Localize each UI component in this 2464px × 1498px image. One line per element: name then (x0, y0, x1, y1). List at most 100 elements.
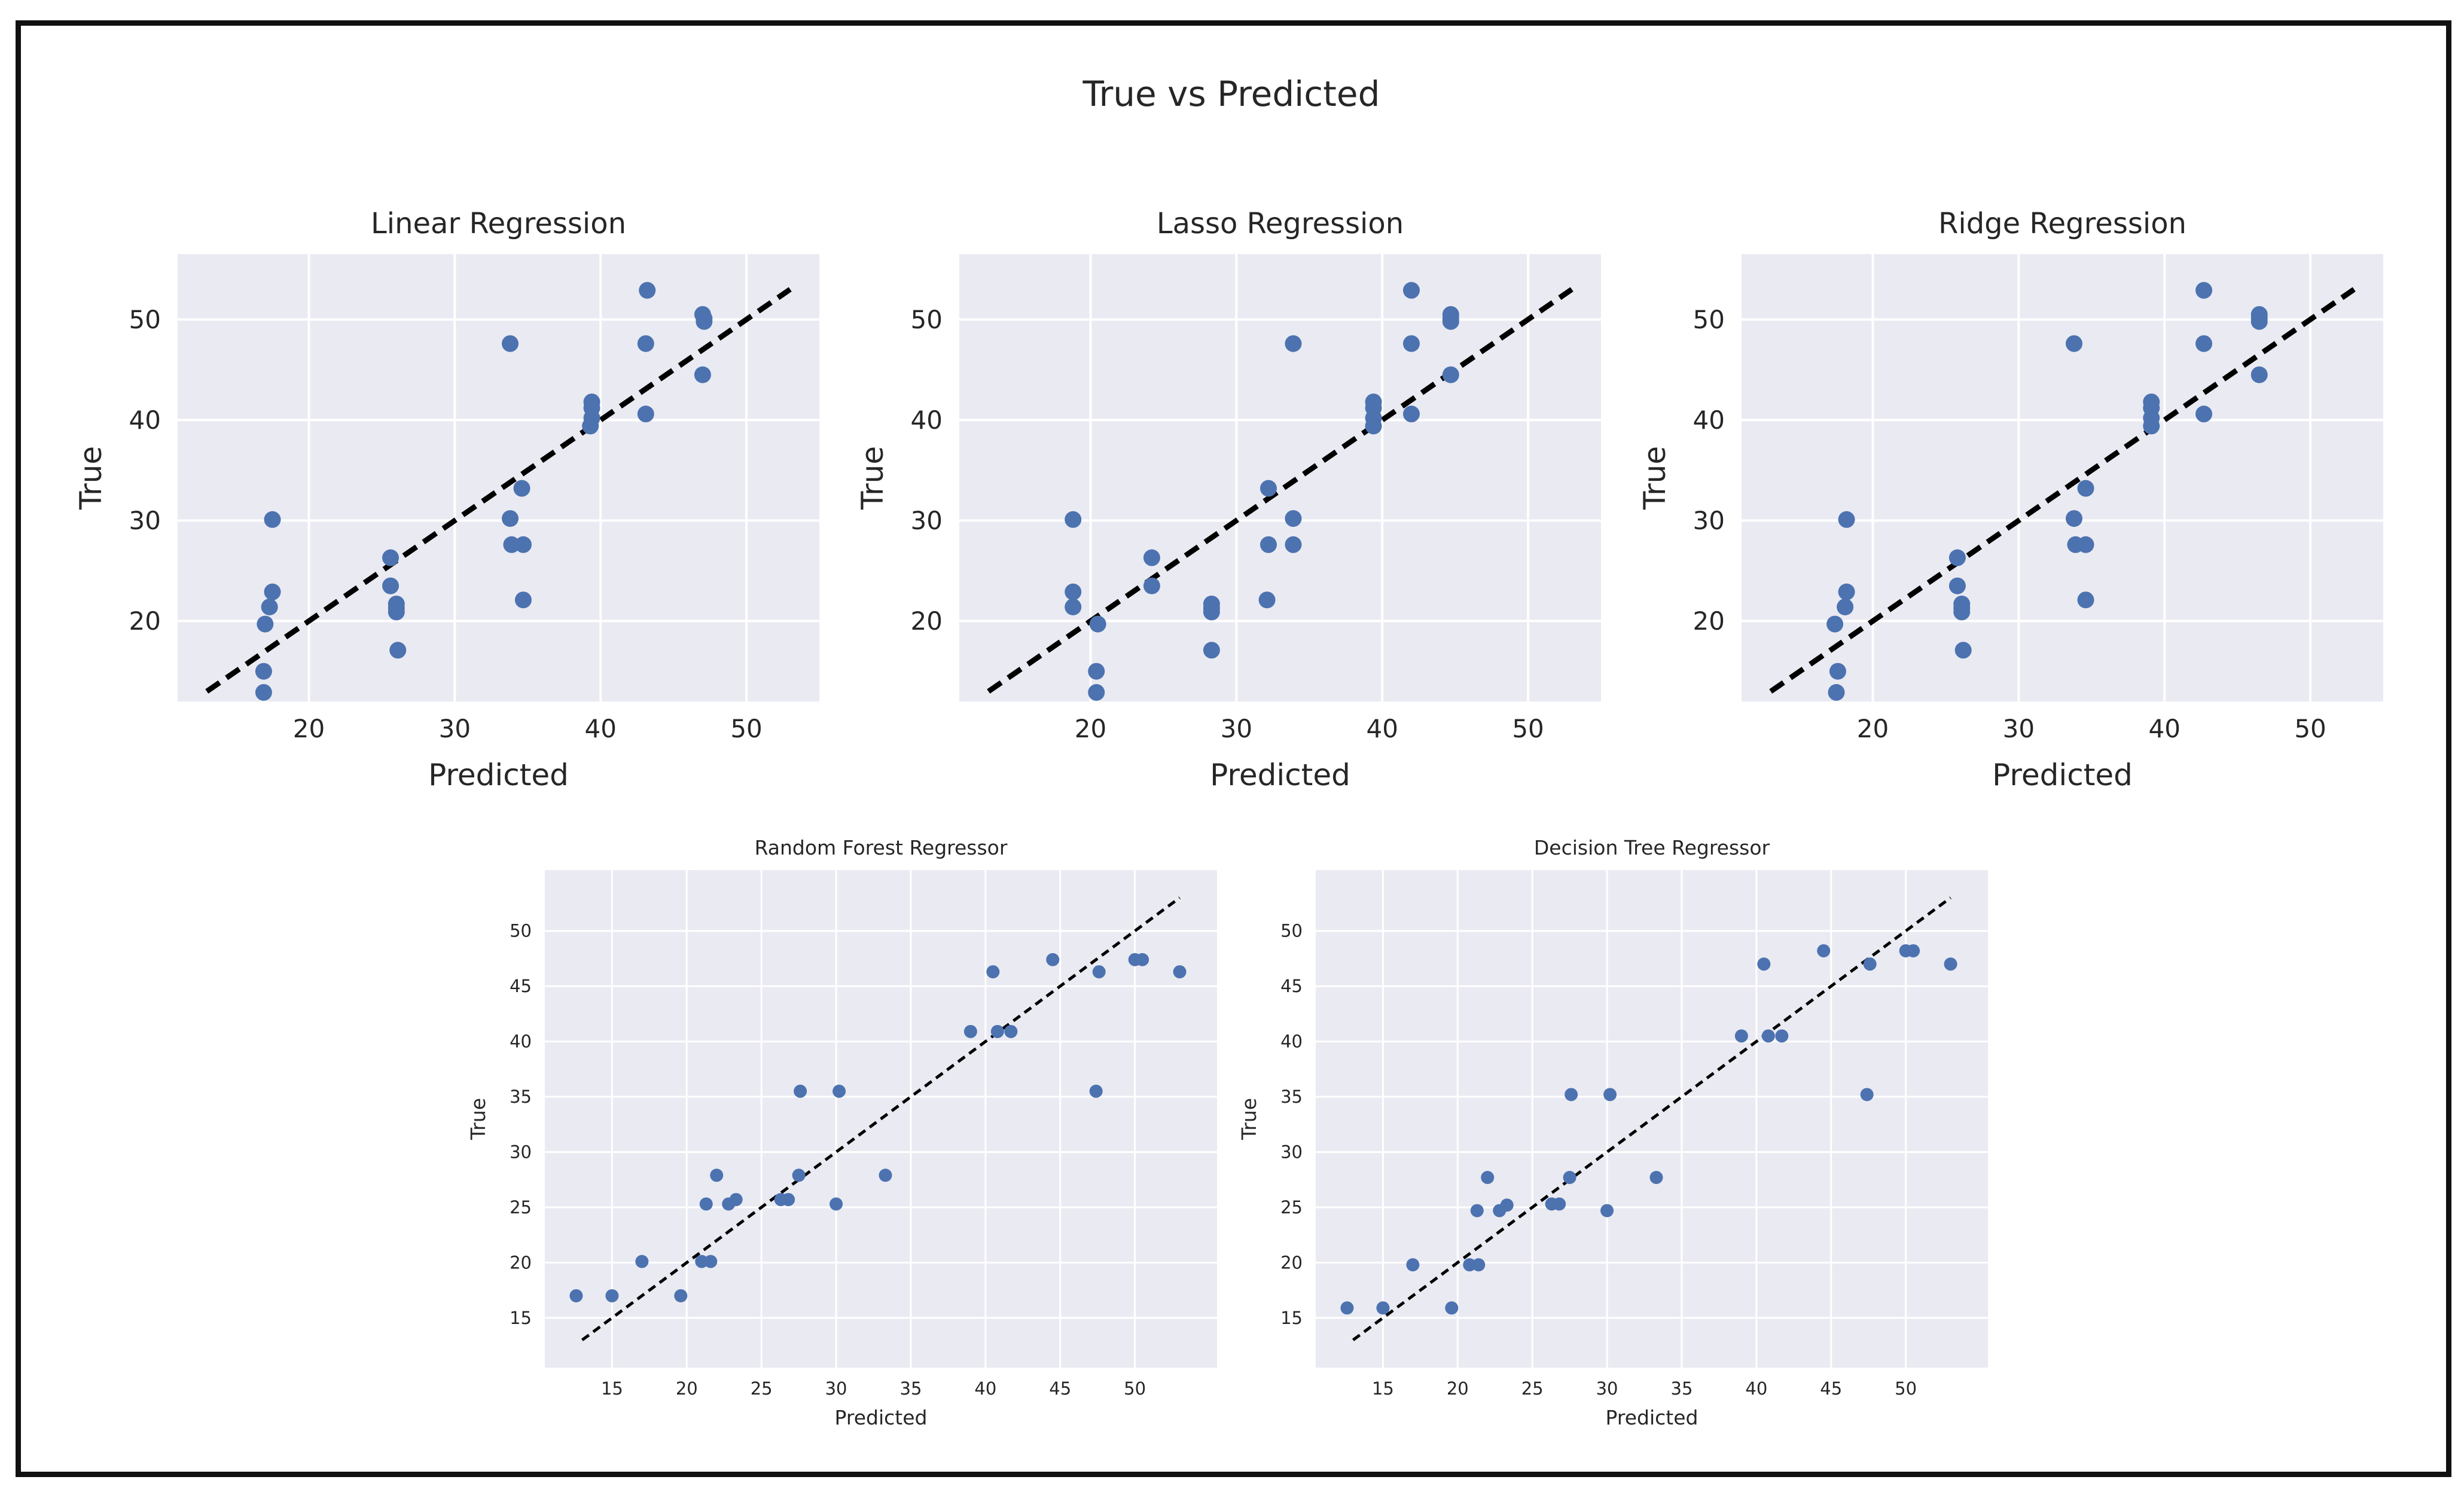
y-axis-label: True (1237, 1098, 1261, 1140)
identity-line (1352, 896, 1952, 1341)
data-point (1088, 684, 1105, 701)
y-tick-label: 30 (911, 506, 943, 535)
data-point (694, 366, 711, 383)
data-point (1565, 1088, 1578, 1102)
x-axis-label: Predicted (428, 758, 569, 792)
data-point (1065, 598, 1082, 615)
data-point (1953, 603, 1971, 621)
data-point (1829, 663, 1846, 680)
data-point (704, 1255, 718, 1268)
x-tick-label: 50 (730, 714, 762, 743)
y-tick-label: 30 (129, 506, 161, 535)
data-point (1837, 598, 1854, 615)
data-point (782, 1192, 795, 1206)
data-point (1004, 1024, 1018, 1038)
data-point (1089, 1084, 1103, 1098)
data-point (1757, 957, 1771, 971)
data-point (1406, 1258, 1420, 1272)
data-point (1761, 1029, 1775, 1043)
data-point (879, 1168, 892, 1182)
data-point (990, 1024, 1004, 1038)
data-point (674, 1289, 688, 1302)
data-point (582, 417, 599, 435)
data-point (729, 1192, 743, 1206)
y-tick-label: 35 (510, 1087, 532, 1107)
x-tick-label: 50 (1124, 1378, 1146, 1399)
data-point (794, 1084, 807, 1098)
y-tick-label: 45 (510, 976, 532, 996)
data-point (1143, 549, 1160, 566)
y-tick-label: 50 (911, 305, 943, 334)
y-tick-label: 30 (1280, 1142, 1303, 1162)
data-point (261, 598, 278, 615)
data-point (986, 965, 1000, 979)
plot-area (1742, 254, 2383, 701)
data-point (1838, 511, 1855, 528)
y-tick-label: 20 (911, 606, 943, 636)
data-point (696, 313, 713, 330)
data-point (1260, 536, 1277, 553)
data-point (710, 1168, 724, 1182)
data-point (1136, 953, 1149, 966)
x-tick-label: 20 (1075, 714, 1106, 743)
data-point (2195, 335, 2213, 352)
x-tick-label: 30 (825, 1378, 847, 1399)
x-tick-label: 40 (1366, 714, 1398, 743)
x-axis-label: Predicted (1606, 1406, 1698, 1429)
x-tick-label: 15 (1372, 1378, 1394, 1399)
plot-area (178, 254, 819, 701)
data-point (1260, 480, 1277, 497)
y-tick-label: 50 (510, 921, 532, 941)
data-point (1285, 536, 1302, 553)
y-axis-label: True (74, 446, 108, 510)
data-point (637, 405, 654, 423)
data-point (257, 615, 274, 633)
data-point (514, 591, 532, 609)
y-tick-label: 40 (1693, 405, 1725, 435)
x-tick-label: 25 (1521, 1378, 1544, 1399)
data-point (1860, 1088, 1874, 1102)
panel-lasso-regression: 20 30 40 50 20 30 40 50 Lasso Regression Predicte… (855, 207, 1601, 792)
data-point (1863, 957, 1877, 971)
x-tick-label: 30 (1596, 1378, 1618, 1399)
y-axis-label: True (1637, 446, 1672, 510)
identity-line (581, 896, 1181, 1341)
x-tick-label: 50 (1895, 1378, 1917, 1399)
data-point (503, 536, 520, 553)
x-tick-label: 30 (2003, 714, 2035, 743)
data-point (832, 1084, 846, 1098)
data-point (1481, 1170, 1495, 1184)
subplot-title: Decision Tree Regressor (1534, 836, 1770, 859)
data-point (382, 577, 400, 594)
data-point (1065, 511, 1082, 528)
data-point (1340, 1301, 1354, 1315)
y-tick-label: 25 (1280, 1197, 1303, 1218)
data-point (1734, 1029, 1748, 1043)
data-point (2066, 510, 2083, 527)
plot-area (959, 254, 1601, 701)
y-tick-label: 15 (1280, 1308, 1303, 1328)
x-axis-label: Predicted (1210, 758, 1350, 792)
data-point (2195, 282, 2213, 299)
data-point (255, 684, 272, 701)
data-point (1203, 603, 1220, 621)
x-tick-label: 20 (293, 714, 325, 743)
data-point (1402, 405, 1420, 423)
data-point (2066, 335, 2083, 352)
data-point (1907, 944, 1920, 957)
x-tick-label: 40 (974, 1378, 996, 1399)
x-tick-label: 20 (1857, 714, 1889, 743)
y-tick-label: 20 (1280, 1252, 1303, 1273)
x-tick-label: 35 (900, 1378, 922, 1399)
y-tick-label: 30 (1693, 506, 1725, 535)
y-tick-label: 40 (911, 405, 943, 435)
x-tick-label: 40 (2148, 714, 2180, 743)
data-point (635, 1255, 649, 1268)
x-tick-label: 15 (601, 1378, 623, 1399)
y-tick-label: 20 (510, 1252, 532, 1273)
data-point (514, 536, 532, 553)
x-tick-label: 40 (584, 714, 616, 743)
data-point (1442, 366, 1459, 383)
data-point (569, 1289, 583, 1302)
data-point (1285, 510, 1302, 527)
